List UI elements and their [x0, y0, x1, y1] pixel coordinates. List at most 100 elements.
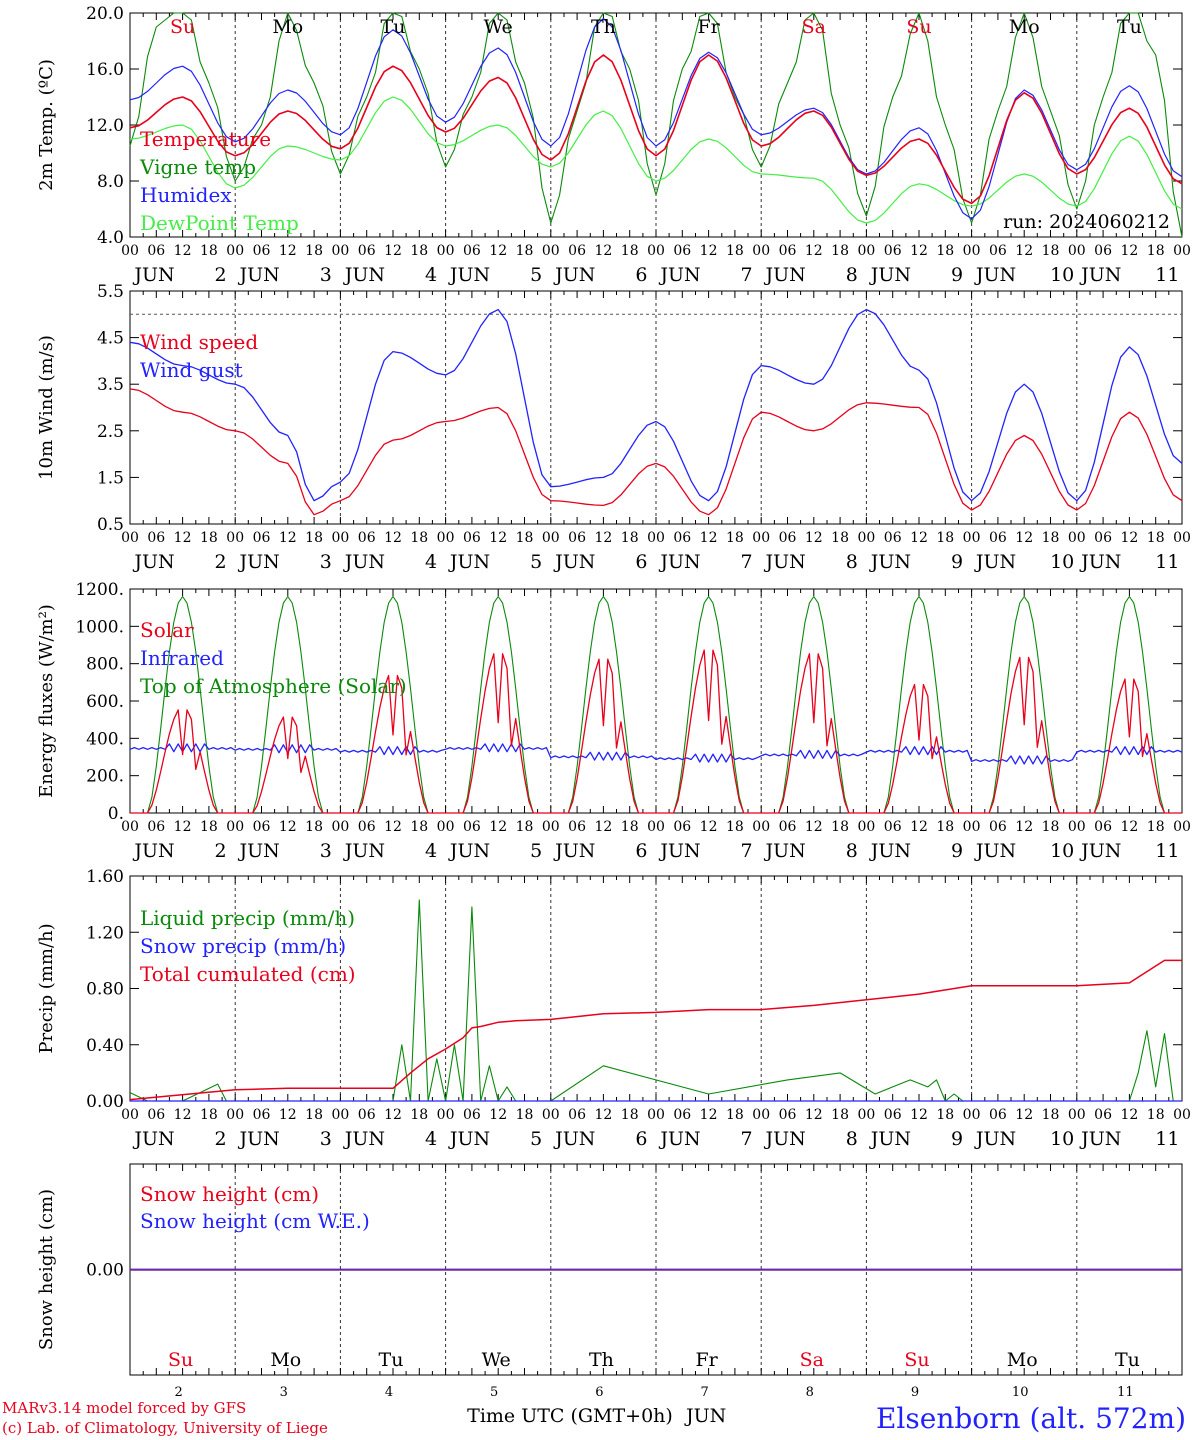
x-hour-label: 12	[700, 1107, 718, 1123]
x-hour-label: 12	[700, 530, 718, 546]
x-hour-label: 06	[884, 819, 902, 835]
x-day-label: 3	[320, 840, 332, 862]
x-hour-label: 06	[253, 243, 271, 259]
x-hour-label: 18	[410, 819, 428, 835]
x-hour-label: 00	[437, 1107, 455, 1123]
x-day-label: 10	[1050, 1128, 1074, 1150]
x-month-label: JUN	[238, 840, 280, 862]
x-hour-label: 12	[384, 530, 402, 546]
x-day-label: 11	[1155, 840, 1179, 862]
weekday-label: We	[484, 16, 513, 38]
x-hour-label: 12	[594, 243, 612, 259]
y-tick-label: 3.5	[97, 375, 124, 395]
x-hour-label: 06	[884, 243, 902, 259]
x-day-label: 8	[846, 551, 858, 573]
weekday-label: Th	[591, 16, 616, 38]
x-hour-label: 00	[437, 819, 455, 835]
x-hour-label: 06	[147, 819, 165, 835]
x-day-label: 7	[741, 840, 753, 862]
x-hour-label: 12	[594, 819, 612, 835]
x-month-label: JUN	[658, 551, 700, 573]
x-month-label: JUN	[553, 840, 595, 862]
x-day-label: 2	[215, 1128, 227, 1150]
x-day-label: 2	[215, 264, 227, 286]
x-hour-label: 00	[857, 819, 875, 835]
x-hour-label: 18	[831, 819, 849, 835]
x-hour-label: 18	[1147, 819, 1165, 835]
x-hour-label: 12	[700, 819, 718, 835]
y-tick-label: 0.00	[86, 1092, 124, 1112]
x-hour-label: 12	[594, 1107, 612, 1123]
y-tick-label: 12.0	[86, 116, 124, 136]
x-hour-label: 06	[673, 819, 691, 835]
x-hour-label: 06	[147, 1107, 165, 1123]
x-hour-label: 18	[1042, 243, 1060, 259]
x-day-label: 10	[1050, 551, 1074, 573]
weekday-label: Tu	[381, 16, 406, 38]
x-hour-label: 12	[805, 1107, 823, 1123]
x-day-label: 10	[1050, 264, 1074, 286]
x-day-number: 4	[385, 1385, 393, 1400]
x-hour-label: 06	[989, 819, 1007, 835]
x-hour-label: 18	[726, 243, 744, 259]
series-line	[129, 388, 1183, 516]
x-hour-label: 12	[489, 243, 507, 259]
x-hour-label: 06	[779, 1107, 797, 1123]
x-hour-label: 06	[253, 1107, 271, 1123]
x-hour-label: 06	[884, 530, 902, 546]
x-hour-label: 12	[279, 243, 297, 259]
y-tick-label: 1200.	[75, 580, 124, 600]
x-hour-label: 06	[253, 819, 271, 835]
x-hour-label: 18	[726, 530, 744, 546]
weekday-label: Mo	[1009, 16, 1040, 38]
series-line	[130, 649, 1182, 814]
legend-entry: Wind speed	[140, 330, 258, 354]
x-hour-label: 12	[805, 530, 823, 546]
x-hour-label: 18	[516, 243, 534, 259]
x-month-label: JUN	[343, 264, 385, 286]
x-day-label: 3	[320, 1128, 332, 1150]
x-hour-label: 18	[305, 1107, 323, 1123]
panel-2-frame	[129, 588, 1183, 814]
x-hour-label: 06	[358, 819, 376, 835]
y-axis-title: Energy fluxes (W/m²)	[36, 604, 57, 798]
series-line	[129, 12, 1183, 238]
x-month-label: JUN	[132, 1128, 174, 1150]
x-month-label: JUN	[132, 551, 174, 573]
x-day-label: 7	[741, 551, 753, 573]
x-hour-label: 12	[1015, 819, 1033, 835]
x-hour-label: 06	[989, 1107, 1007, 1123]
x-month-label: JUN	[1079, 551, 1121, 573]
x-month-label: JUN	[448, 1128, 490, 1150]
weekday-label: Mo	[270, 1349, 301, 1371]
x-month-label: JUN	[553, 264, 595, 286]
legend-entry: Liquid precip (mm/h)	[140, 906, 355, 930]
y-tick-label: 20.0	[86, 4, 124, 24]
hour-ticks	[129, 1164, 1183, 1375]
x-day-label: 3	[320, 264, 332, 286]
x-hour-label: 00	[331, 1107, 349, 1123]
x-day-label: 5	[530, 1128, 542, 1150]
weekday-label: Th	[589, 1349, 614, 1371]
x-month-label: JUN	[553, 1128, 595, 1150]
run-annotation: run: 2024060212	[1003, 211, 1170, 233]
x-hour-label: 18	[516, 819, 534, 835]
x-day-label: 8	[846, 1128, 858, 1150]
y-tick-label: 0.00	[86, 1261, 124, 1281]
x-day-label: 4	[425, 551, 437, 573]
x-hour-label: 12	[174, 530, 192, 546]
x-day-label: 4	[425, 264, 437, 286]
x-hour-label: 06	[568, 1107, 586, 1123]
x-month-label: JUN	[343, 1128, 385, 1150]
x-day-number: 9	[911, 1385, 919, 1400]
x-day-label: 3	[320, 551, 332, 573]
x-hour-label: 18	[831, 243, 849, 259]
x-month-label: JUN	[869, 264, 911, 286]
weekday-label: Sa	[800, 1349, 824, 1371]
x-month-label: JUN	[764, 264, 806, 286]
x-hour-label: 12	[279, 819, 297, 835]
x-hour-label: 12	[384, 1107, 402, 1123]
x-hour-label: 18	[831, 530, 849, 546]
legend-entry: Snow precip (mm/h)	[140, 934, 346, 958]
